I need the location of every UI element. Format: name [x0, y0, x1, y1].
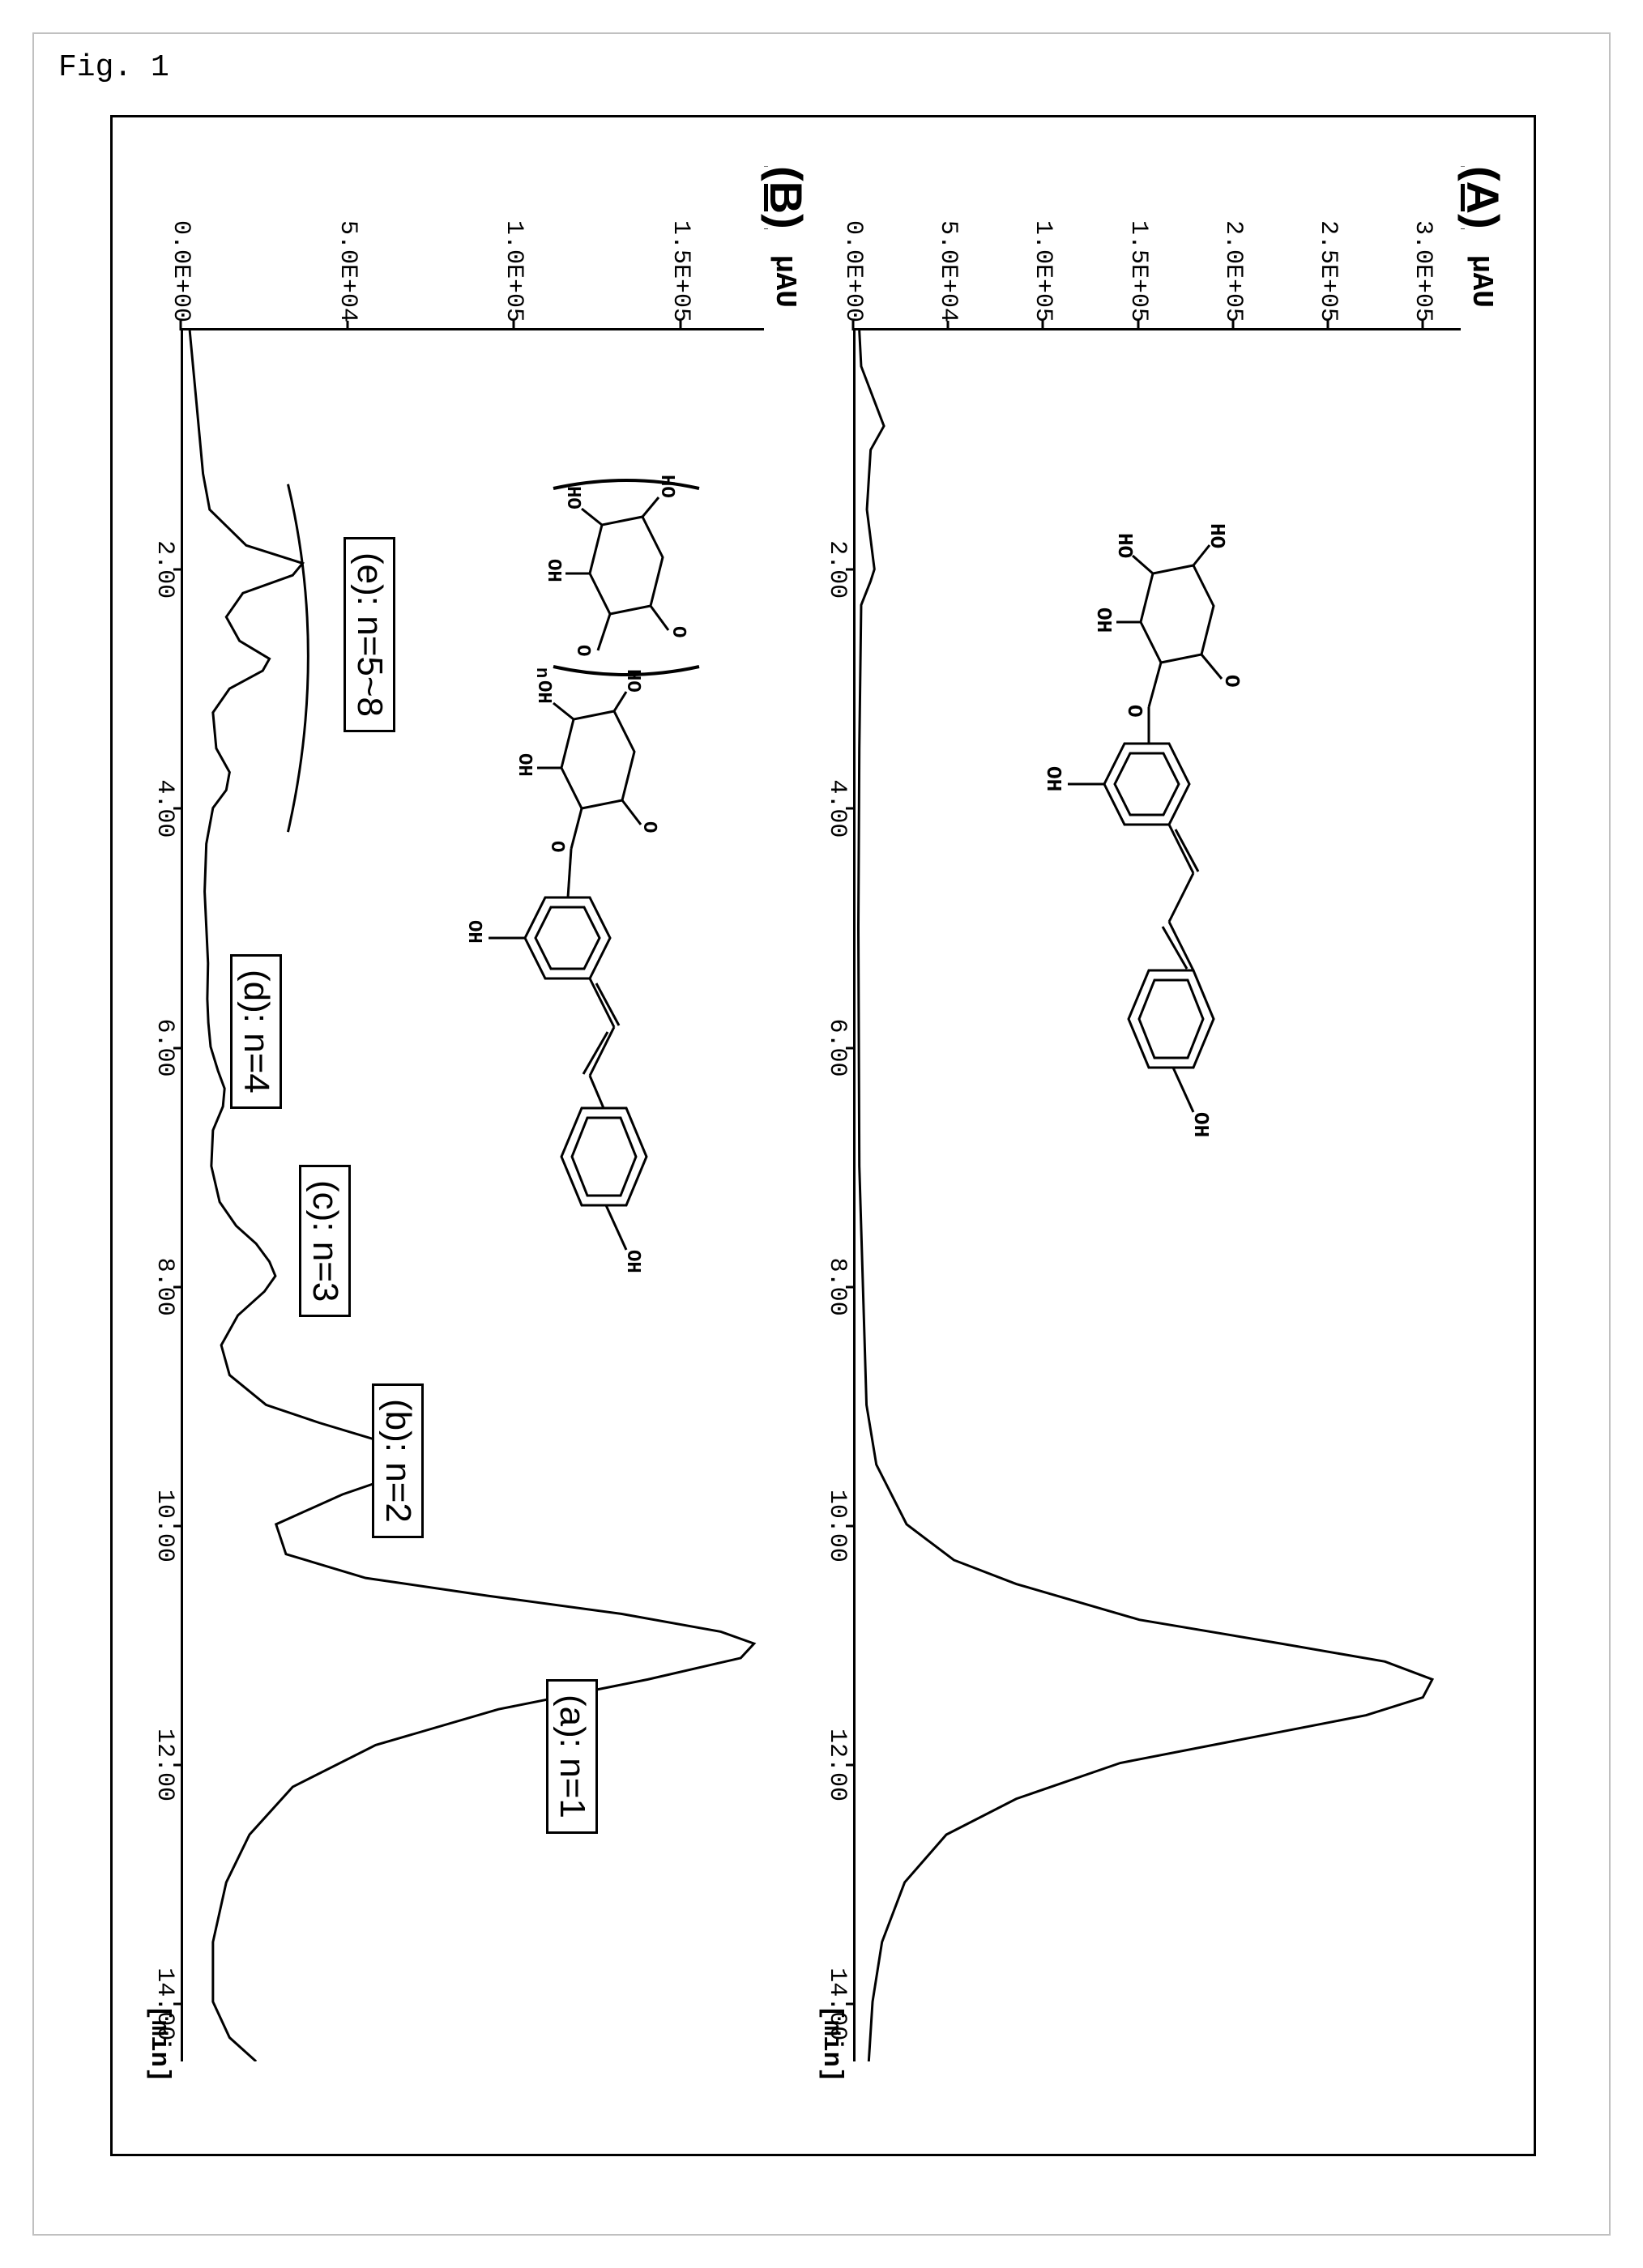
ytick-label: 1.0E+05 [500, 220, 527, 322]
mol-a-oh1: OH [1091, 608, 1116, 633]
ytick-mark [1231, 321, 1234, 330]
annot-b: (b): n=2 [372, 1383, 424, 1538]
mol-b-o2: O [571, 645, 593, 656]
panel-b-y-unit: μAU [768, 255, 801, 308]
mol-b-oh2: OH [532, 680, 554, 704]
mol-a-ho1: HO [1205, 523, 1229, 548]
panels-frame: (A) μAU [110, 115, 1536, 2156]
ytick-mark [1326, 321, 1329, 330]
ytick-mark [513, 321, 515, 330]
mol-b-oh3: OH [513, 753, 535, 777]
ytick-mark [1042, 321, 1044, 330]
ytick-mark [180, 321, 182, 330]
xtick-mark [846, 2003, 856, 2006]
mol-b-n: n [531, 667, 552, 678]
mol-b-ho3: HO [621, 669, 643, 693]
ytick-mark [346, 321, 348, 330]
mol-a-ho2: HO [1112, 533, 1137, 558]
mol-b-o1: O [667, 626, 689, 637]
mol-b-o3: O [638, 821, 659, 833]
xtick-mark [173, 1047, 183, 1049]
ytick-mark [852, 321, 855, 330]
xtick-mark [846, 1524, 856, 1527]
mol-b-oh1: OH [542, 559, 564, 582]
annot-c: (c): n=3 [299, 1165, 351, 1317]
ytick-label: 5.0E+04 [934, 220, 962, 322]
ytick-label: 1.0E+05 [1029, 220, 1056, 322]
ytick-label: 2.0E+05 [1219, 220, 1247, 322]
annot-a: (a): n=1 [546, 1679, 598, 1834]
xtick-mark [846, 1047, 856, 1049]
mol-b-o4: O [545, 841, 567, 852]
mol-a-oh2: OH [1041, 766, 1065, 791]
panel-b-plot: HO HO OH O O n HO OH OH O O OH OH [181, 328, 764, 2061]
figure-frame: Fig. 1 (A) μAU [32, 32, 1611, 2236]
ytick-label: 1.5E+05 [667, 220, 694, 322]
mol-a-o1: O [1219, 675, 1244, 688]
ytick-mark [1137, 321, 1139, 330]
mol-b-oh4: OH [463, 920, 484, 944]
mol-b-ho2: HO [561, 486, 583, 509]
xtick-mark [846, 1764, 856, 1767]
xtick-mark [173, 2003, 183, 2006]
xtick-mark [173, 1524, 183, 1527]
panel-a-x-unit: [min] [817, 2005, 847, 2083]
rotated-content: (A) μAU [94, 99, 1552, 2172]
xtick-mark [846, 569, 856, 571]
panel-b-x-unit: [min] [144, 2005, 174, 2083]
xtick-mark [173, 1764, 183, 1767]
xtick-mark [846, 1285, 856, 1288]
mol-b-ho1: HO [655, 475, 677, 498]
ytick-label: 5.0E+04 [334, 220, 361, 322]
ytick-label: 2.5E+05 [1314, 220, 1342, 322]
xtick-mark [173, 569, 183, 571]
xtick-mark [846, 808, 856, 810]
xtick-mark [173, 808, 183, 810]
annot-e: (e): n=5~8 [344, 537, 395, 732]
ytick-mark [947, 321, 950, 330]
panel-a-y-unit: μAU [1465, 255, 1498, 308]
ytick-label: 3.0E+05 [1409, 220, 1436, 322]
panel-a-molecule: HO HO OH O O OH OH [950, 517, 1291, 1181]
ytick-label: 1.5E+05 [1124, 220, 1152, 322]
panel-a-plot: HO HO OH O O OH OH 0.0E+005.0E+041.0E+05… [853, 328, 1461, 2061]
annot-d: (d): n=4 [230, 954, 282, 1109]
figure-caption: Fig. 1 [58, 50, 169, 85]
mol-a-o2: O [1122, 705, 1146, 718]
panel-b-molecule: HO HO OH O O n HO OH OH O O OH OH [399, 460, 740, 1367]
ytick-label: 0.0E+00 [167, 220, 194, 322]
panel-b-label: (B) [760, 166, 813, 229]
mol-b-oh5: OH [621, 1250, 643, 1273]
mol-a-oh3: OH [1189, 1112, 1213, 1137]
xtick-mark [173, 1285, 183, 1288]
panel-a-label: (A) [1457, 166, 1509, 229]
ytick-mark [1422, 321, 1424, 330]
ytick-mark [680, 321, 682, 330]
ytick-label: 0.0E+00 [839, 220, 867, 322]
